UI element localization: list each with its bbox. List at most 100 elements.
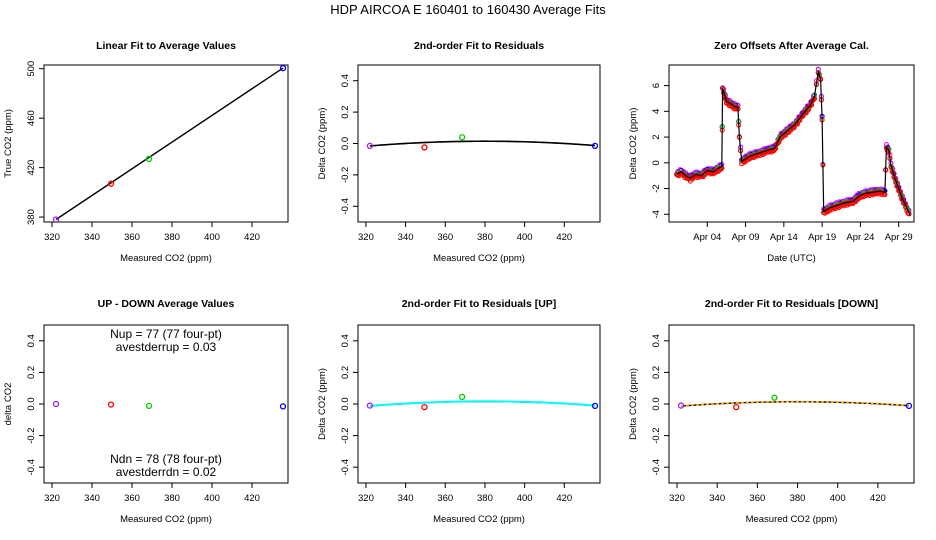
chart-title: 2nd-order Fit to Residuals xyxy=(414,40,544,52)
x-axis-label: Date (UTC) xyxy=(767,253,816,264)
data-point xyxy=(733,404,740,411)
x-tick-label: 320 xyxy=(44,493,60,504)
x-axis-label: Measured CO2 (ppm) xyxy=(433,514,525,525)
data-point xyxy=(591,402,599,410)
x-axis-label: Measured CO2 (ppm) xyxy=(120,253,212,264)
fit-line xyxy=(369,140,596,147)
data-point xyxy=(458,134,466,141)
x-axis-label: Measured CO2 (ppm) xyxy=(433,253,525,264)
annotation-ndn: Ndn = 78 (78 four-pt) xyxy=(110,452,222,466)
annotation-avestderrdn: avestderrdn = 0.02 xyxy=(116,465,217,479)
y-tick-label: 0 xyxy=(651,160,662,165)
y-tick-label: 0.0 xyxy=(340,137,351,150)
y-axis-label: delta CO2 xyxy=(3,383,14,426)
x-tick-label: 420 xyxy=(556,232,572,243)
annotation-avestderrup: avestderrup = 0.03 xyxy=(116,340,217,354)
x-tick-label: Apr 29 xyxy=(885,232,913,243)
x-tick-label: 420 xyxy=(556,493,572,504)
x-tick-label: Apr 14 xyxy=(770,232,798,243)
x-tick-label: Apr 24 xyxy=(846,232,874,243)
y-tick-label: 0.0 xyxy=(651,397,662,410)
x-tick-label: 340 xyxy=(709,493,725,504)
plot-area xyxy=(366,393,599,411)
chart-panel-4: UP - DOWN Average Values Measured CO2 (pp… xyxy=(3,298,289,525)
x-tick-label: 380 xyxy=(164,232,180,243)
x-tick-label: 420 xyxy=(244,493,260,504)
x-tick-label: 400 xyxy=(517,232,533,243)
annotation-nup: Nup = 77 (77 four-pt) xyxy=(110,327,222,341)
data-point xyxy=(145,155,153,163)
x-tick-label: 360 xyxy=(437,232,453,243)
plot-frame xyxy=(668,64,915,223)
y-tick-label: 0.2 xyxy=(340,366,351,379)
data-point xyxy=(279,403,287,410)
x-tick-label: 400 xyxy=(517,493,533,504)
fit-line xyxy=(369,400,596,407)
x-tick-label: 380 xyxy=(477,493,493,504)
y-tick-label: -0.2 xyxy=(651,427,662,443)
x-tick-label: 340 xyxy=(84,232,100,243)
data-point xyxy=(421,144,428,151)
y-tick-label: 6 xyxy=(651,83,662,88)
data-point xyxy=(145,402,153,410)
data-point xyxy=(677,402,685,409)
y-tick-label: -4 xyxy=(651,210,662,218)
x-tick-label: Apr 09 xyxy=(732,232,760,243)
x-tick-label: 340 xyxy=(398,232,414,243)
y-tick-label: 500 xyxy=(26,61,37,77)
fit-curve-base xyxy=(680,401,910,407)
x-tick-label: 340 xyxy=(84,493,100,504)
x-tick-label: 420 xyxy=(244,232,260,243)
y-tick-label: 0.4 xyxy=(26,334,37,347)
y-tick-label: 460 xyxy=(26,110,37,126)
y-tick-label: 0.0 xyxy=(340,397,351,410)
x-tick-label: 380 xyxy=(164,493,180,504)
data-point xyxy=(52,216,60,222)
x-tick-label: 400 xyxy=(204,493,220,504)
x-tick-label: 420 xyxy=(870,493,886,504)
y-tick-label: 0.4 xyxy=(651,334,662,347)
y-tick-label: 2 xyxy=(651,134,662,139)
plot-area xyxy=(366,134,599,151)
data-point xyxy=(107,401,115,408)
chart-title: 2nd-order Fit to Residuals [DOWN] xyxy=(705,298,878,310)
y-tick-label: -0.4 xyxy=(340,459,351,475)
data-point xyxy=(366,142,374,150)
figure-title: HDP AIRCOA E 160401 to 160430 Average Fi… xyxy=(330,2,606,17)
fit-line xyxy=(55,67,284,221)
plot-area xyxy=(52,65,287,222)
x-tick-label: 380 xyxy=(477,232,493,243)
data-point xyxy=(905,402,913,410)
x-tick-label: Apr 04 xyxy=(693,232,721,243)
x-axis-label: Measured CO2 (ppm) xyxy=(746,514,838,525)
x-tick-label: 320 xyxy=(358,493,374,504)
x-tick-label: 400 xyxy=(830,493,846,504)
y-axis-label: True CO2 (ppm) xyxy=(3,109,14,178)
y-tick-label: -0.4 xyxy=(26,459,37,475)
x-tick-label: 360 xyxy=(437,493,453,504)
y-axis-label: Delta CO2 (ppm) xyxy=(317,108,328,180)
data-point xyxy=(366,402,374,409)
data-point xyxy=(771,394,778,401)
x-tick-label: 360 xyxy=(124,232,140,243)
chart-title: Zero Offsets After Average Cal. xyxy=(714,40,869,52)
data-point xyxy=(421,404,428,411)
y-axis-label: Delta CO2 (ppm) xyxy=(317,368,328,440)
x-axis-label: Measured CO2 (ppm) xyxy=(120,514,212,525)
chart-panel-5: 2nd-order Fit to Residuals [UP] Measured … xyxy=(317,298,601,525)
chart-panel-6: 2nd-order Fit to Residuals [DOWN] Measure… xyxy=(628,298,915,525)
y-tick-label: -0.2 xyxy=(26,427,37,443)
chart-panel-2: 2nd-order Fit to Residuals Measured CO2 (… xyxy=(317,40,601,264)
data-point xyxy=(107,180,115,187)
y-axis-label: Delta CO2 (ppm) xyxy=(628,108,639,180)
y-tick-label: 0.0 xyxy=(26,397,37,410)
x-tick-label: 380 xyxy=(790,493,806,504)
plot-area xyxy=(674,66,912,217)
x-tick-label: 340 xyxy=(398,493,414,504)
plot-frame xyxy=(43,64,289,223)
x-tick-label: 320 xyxy=(669,493,685,504)
x-tick-label: 360 xyxy=(749,493,765,504)
chart-panel-1: Linear Fit to Average Values Measured CO2… xyxy=(3,40,289,264)
x-tick-label: 400 xyxy=(204,232,220,243)
